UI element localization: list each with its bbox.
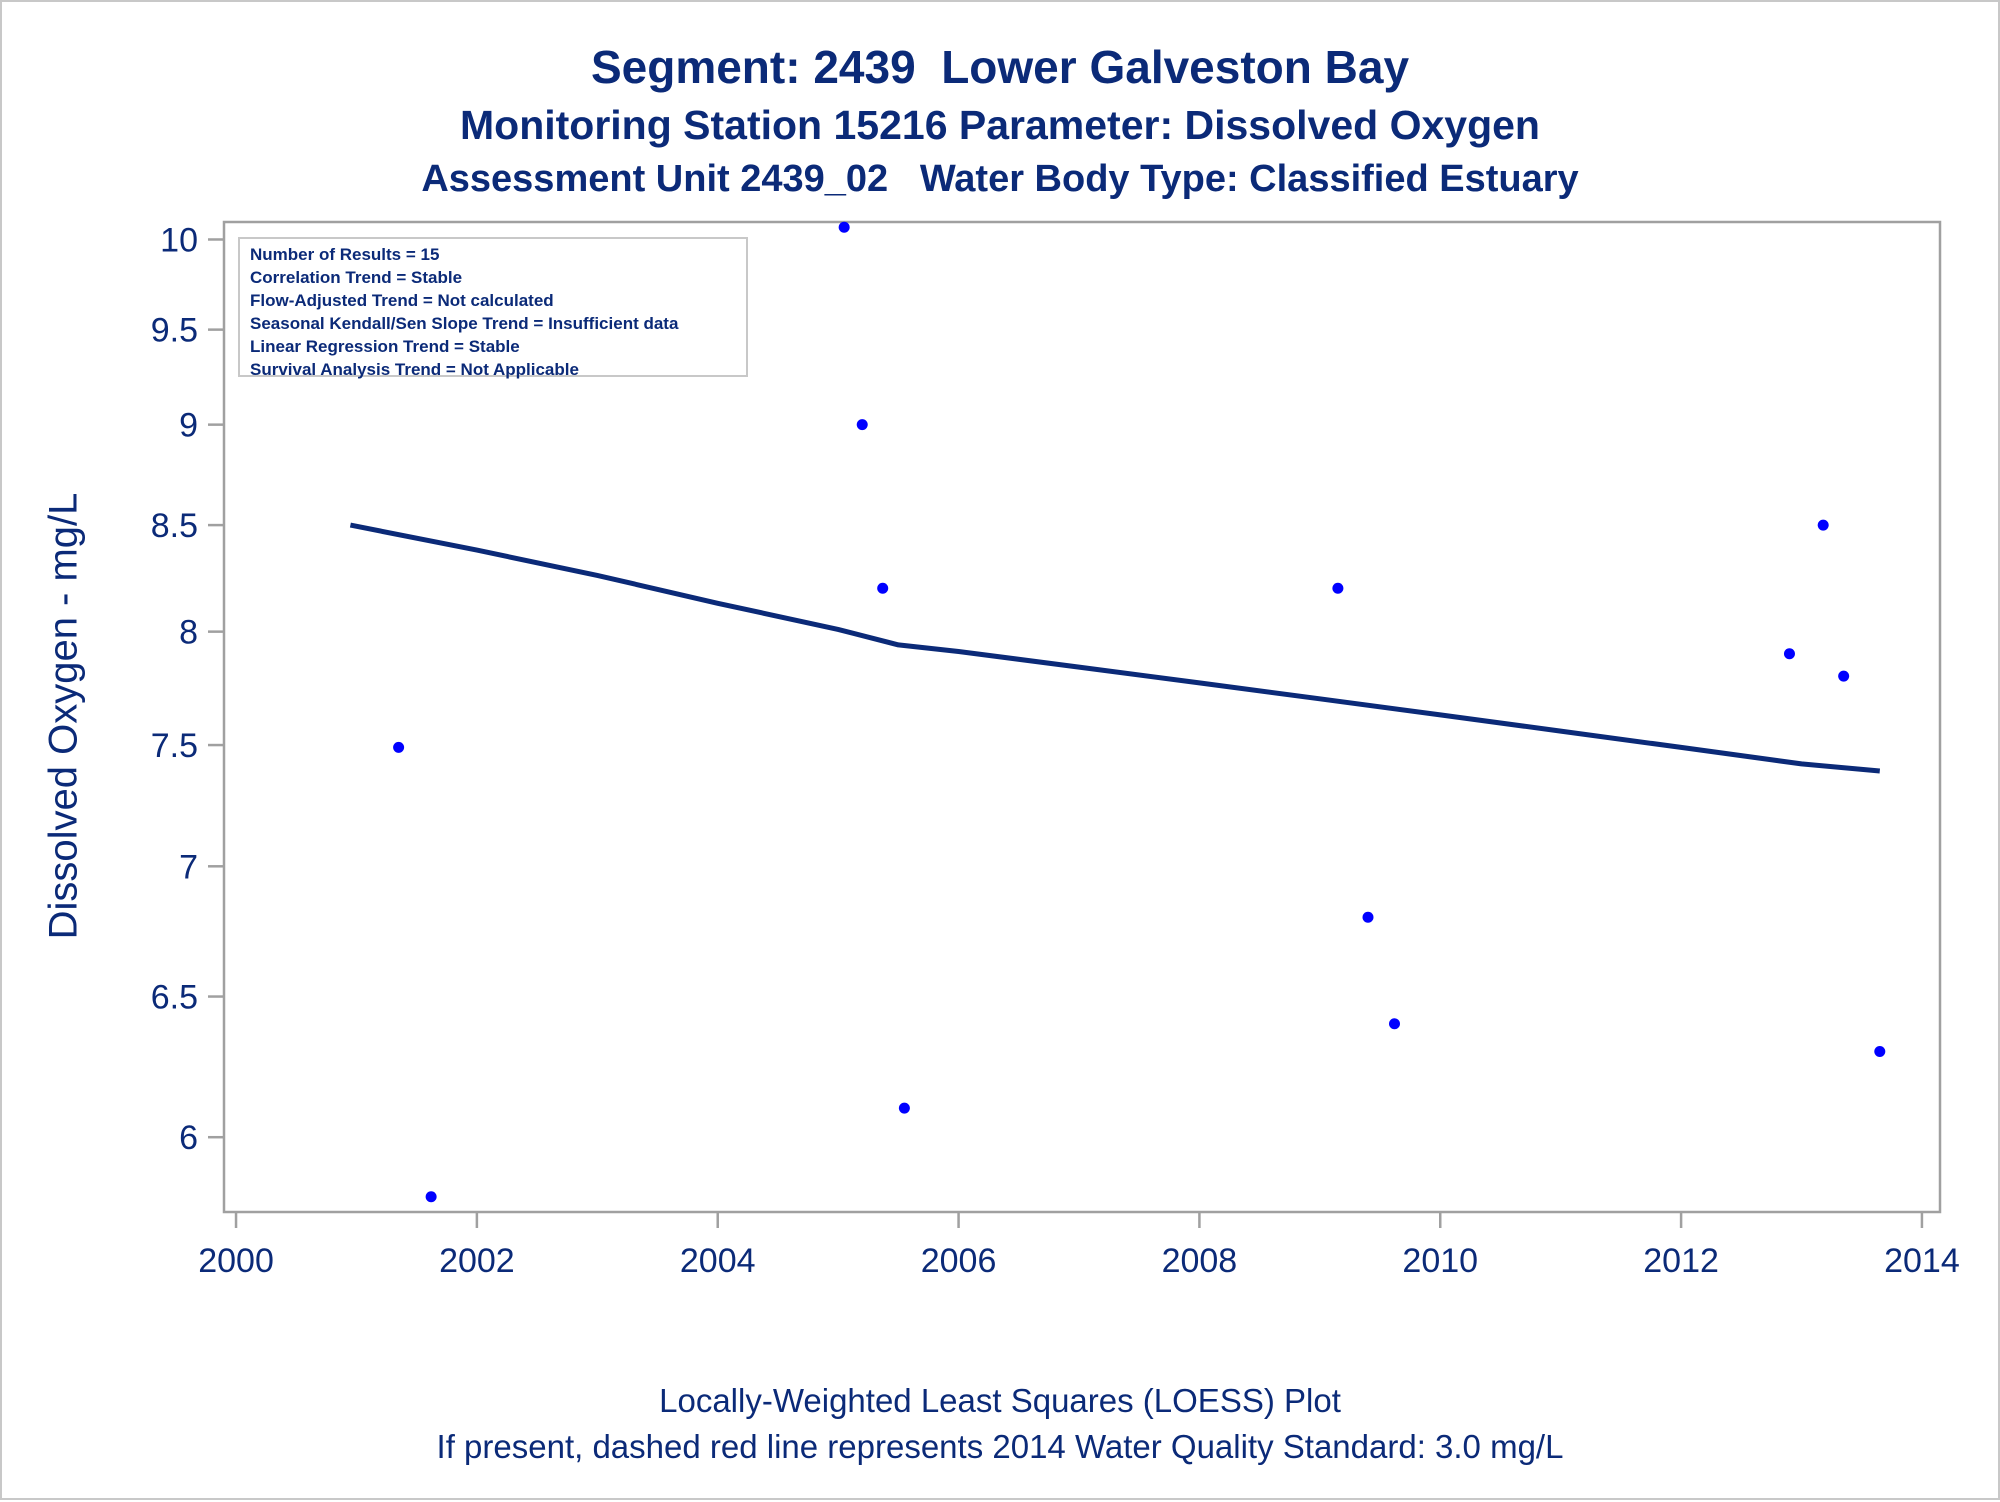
data-point: [1362, 911, 1374, 923]
data-point: [856, 419, 868, 431]
trend-summary-box: Number of Results = 15 Correlation Trend…: [238, 237, 748, 379]
y-tick-label: 6: [179, 1119, 198, 1157]
chart-subtitle-assessment: Assessment Unit 2439_02 Water Body Type:…: [421, 158, 1579, 200]
legend-item: Seasonal Kendall/Sen Slope Trend = Insuf…: [250, 314, 679, 333]
data-point: [1332, 582, 1344, 594]
data-point: [425, 1191, 437, 1203]
x-tick-label: 2000: [198, 1242, 274, 1280]
data-point: [838, 221, 850, 233]
data-point: [1874, 1045, 1886, 1057]
loess-trend-line: [349, 522, 1881, 774]
y-tick-label: 7.5: [151, 727, 198, 765]
data-point: [393, 741, 405, 753]
x-tick-label: 2010: [1402, 1242, 1478, 1280]
x-tick-label: 2012: [1643, 1242, 1719, 1280]
legend-item: Correlation Trend = Stable: [250, 268, 463, 287]
x-tick-label: 2004: [680, 1242, 756, 1280]
y-tick-label: 7: [179, 848, 198, 886]
data-point: [898, 1102, 910, 1114]
chart-subtitle-station: Monitoring Station 15216 Parameter: Diss…: [460, 102, 1540, 148]
x-tick-label: 2006: [921, 1242, 997, 1280]
plot-frame: [222, 220, 1942, 1214]
y-tick-label: 8: [179, 614, 198, 652]
y-tick-label: 9: [179, 407, 198, 445]
x-axis: 2000 2002 2004 2006 2008 2010 2012 2014: [198, 1212, 1960, 1280]
legend-item: Number of Results = 15: [250, 245, 440, 264]
y-tick-label: 6.5: [151, 979, 198, 1017]
y-axis-label: Dissolved Oxygen - mg/L: [41, 492, 86, 940]
x-tick-label: 2002: [439, 1242, 515, 1280]
footnote-loess: Locally-Weighted Least Squares (LOESS) P…: [659, 1382, 1341, 1419]
chart-title: Segment: 2439 Lower Galveston Bay: [590, 41, 1410, 93]
data-point: [1838, 670, 1850, 682]
legend-item: Linear Regression Trend = Stable: [250, 337, 520, 356]
x-tick-label: 2014: [1884, 1242, 1960, 1280]
y-tick-label: 9.5: [151, 312, 198, 350]
data-point: [1783, 648, 1795, 660]
y-axis: 6 6.5 7 7.5 8 8.5 9 9.5 10: [151, 221, 224, 1157]
x-tick-label: 2008: [1162, 1242, 1238, 1280]
data-point: [1817, 519, 1829, 531]
legend-item: Flow-Adjusted Trend = Not calculated: [250, 291, 554, 310]
data-point: [877, 582, 889, 594]
legend-item: Survival Analysis Trend = Not Applicable: [250, 360, 579, 379]
y-tick-label: 10: [160, 221, 198, 259]
loess-line-group: [349, 522, 1881, 774]
data-point: [1388, 1018, 1400, 1030]
y-tick-label: 8.5: [151, 507, 198, 545]
footnote-standard: If present, dashed red line represents 2…: [436, 1428, 1564, 1465]
